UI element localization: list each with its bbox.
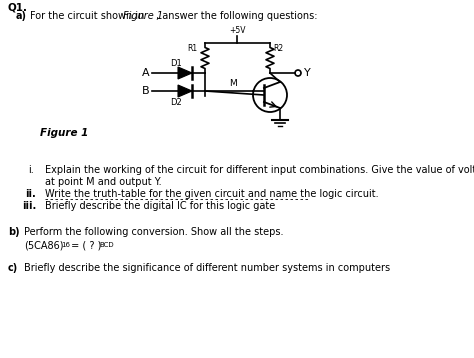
Text: M: M <box>229 79 237 88</box>
Text: a): a) <box>16 11 27 21</box>
Text: Figure 1: Figure 1 <box>40 128 88 138</box>
Text: iii.: iii. <box>22 201 36 211</box>
Text: at point M and output Y.: at point M and output Y. <box>45 177 162 187</box>
Text: +5V: +5V <box>229 26 246 35</box>
Text: A: A <box>142 68 150 78</box>
Text: Q1.: Q1. <box>8 2 28 12</box>
Text: = ( ? ): = ( ? ) <box>68 240 101 250</box>
Text: Briefly describe the significance of different number systems in computers: Briefly describe the significance of dif… <box>24 263 390 273</box>
Text: Briefly describe the digital IC for this logic gate: Briefly describe the digital IC for this… <box>45 201 275 211</box>
Text: D2: D2 <box>170 98 182 107</box>
Text: ii.: ii. <box>25 189 36 199</box>
Polygon shape <box>178 67 192 79</box>
Text: b): b) <box>8 227 19 237</box>
Text: Figure 1: Figure 1 <box>123 11 163 21</box>
Text: Y: Y <box>304 68 311 78</box>
Text: Perform the following conversion. Show all the steps.: Perform the following conversion. Show a… <box>24 227 283 237</box>
Text: c): c) <box>8 263 18 273</box>
Text: R1: R1 <box>187 44 197 53</box>
Text: 16: 16 <box>61 242 70 248</box>
Text: D1: D1 <box>170 59 182 68</box>
Text: Explain the working of the circuit for different input combinations. Give the va: Explain the working of the circuit for d… <box>45 165 474 175</box>
Polygon shape <box>178 85 192 97</box>
Text: B: B <box>142 86 150 96</box>
Text: Write the truth-table for the given circuit and name the logic circuit.: Write the truth-table for the given circ… <box>45 189 379 199</box>
Text: BCD: BCD <box>99 242 114 248</box>
Text: For the circuit shown in: For the circuit shown in <box>30 11 147 21</box>
Text: i.: i. <box>28 165 34 175</box>
Text: (5CA86): (5CA86) <box>24 240 64 250</box>
Text: R2: R2 <box>273 44 283 53</box>
Text: , answer the following questions:: , answer the following questions: <box>156 11 318 21</box>
